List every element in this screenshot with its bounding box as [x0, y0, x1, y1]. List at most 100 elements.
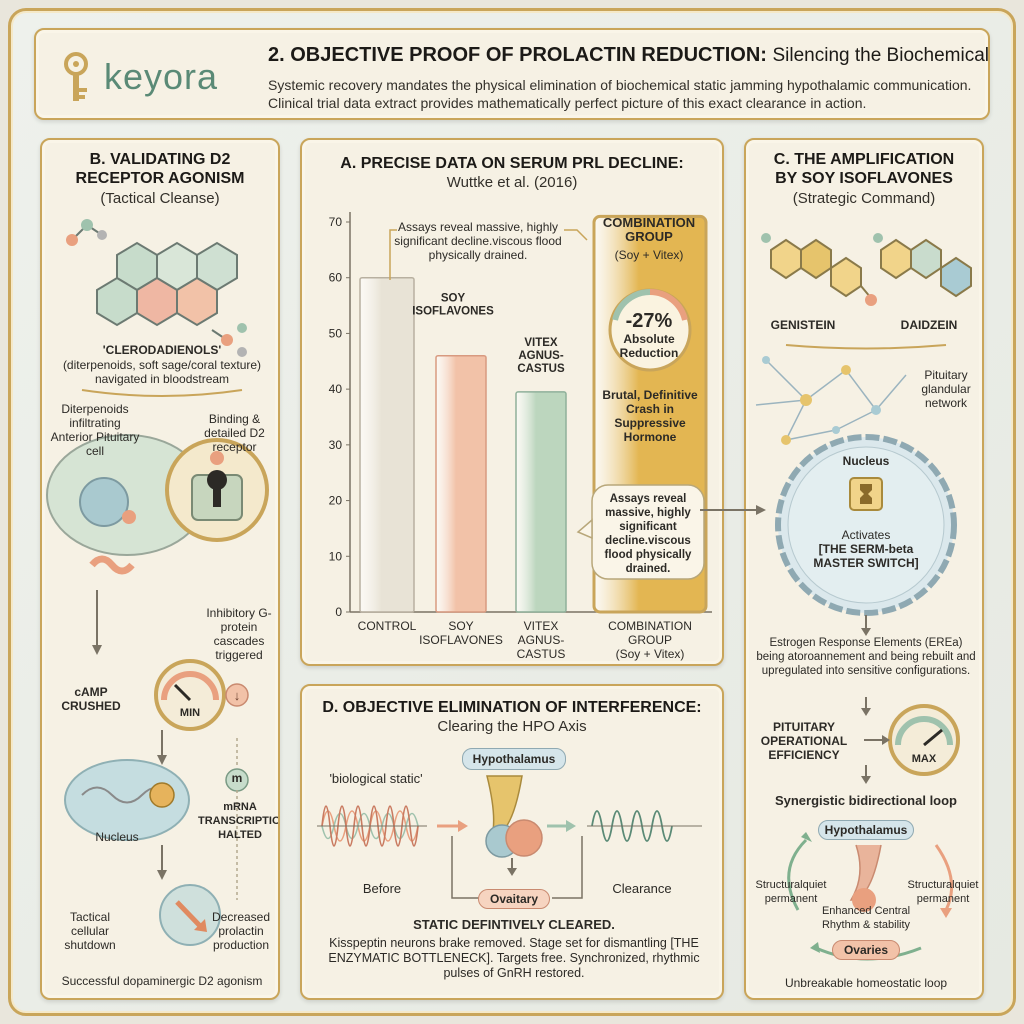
- keyhole-icon: [207, 470, 227, 490]
- diterpenoid-icon: [122, 510, 136, 524]
- page-title-main: 2. OBJECTIVE PROOF OF PROLACTIN REDUCTIO…: [268, 44, 767, 66]
- panel-c-footer: Unbreakable homeostatic loop: [784, 976, 948, 990]
- panel-c-title-1: C. THE AMPLIFICATION: [773, 151, 955, 168]
- before-label: Before: [362, 881, 402, 896]
- logo: keyora: [56, 50, 266, 104]
- static-wave-icon: [317, 805, 427, 847]
- genistein-molecule-icon: [770, 238, 872, 299]
- structural-left-label: Structuralquiet permanent: [755, 879, 827, 905]
- brace-icon: [785, 344, 947, 350]
- panel-c: C. THE AMPLIFICATION BY SOY ISOFLAVONES …: [744, 138, 984, 1000]
- loop-arrow-icon: [934, 844, 954, 911]
- y-tick-label: 10: [329, 549, 343, 563]
- panel-c-subtitle: (Strategic Command): [792, 190, 936, 207]
- gauge-arc-coral: [649, 289, 688, 321]
- pituitary-stalk-icon: [849, 844, 882, 901]
- category-label: (Soy + Vitex): [616, 647, 685, 661]
- min-label: MIN: [179, 707, 201, 719]
- nucleus-label: Nucleus: [95, 830, 139, 844]
- mrna-label: mRNA TRANSCRIPTION HALTED: [198, 801, 280, 841]
- bar-inner-label: SOY: [441, 293, 466, 305]
- m-letter: m: [231, 771, 243, 785]
- atom-icon: [221, 334, 233, 346]
- panel-a-title: A. PRECISE DATA ON SERUM PRL DECLINE:: [340, 155, 684, 172]
- bar-inner-label: CASTUS: [517, 363, 565, 375]
- nucleus-label: Nucleus: [842, 454, 890, 468]
- hpo-axis-illustration: [317, 775, 702, 899]
- ovaitary-node: Ovaitary: [478, 889, 550, 909]
- loop-title: Synergistic bidirectional loop: [774, 793, 958, 808]
- tactical-label: Tactical cellular shutdown: [64, 910, 116, 952]
- callout-bottom: Assays reveal massive, highly significan…: [604, 493, 692, 575]
- callout-top: Assays reveal massive, highly significan…: [394, 220, 562, 262]
- panel-a: A. PRECISE DATA ON SERUM PRL DECLINE: Wu…: [300, 138, 724, 666]
- atom-icon: [237, 347, 247, 357]
- hypothalamus-node: Hypothalamus: [462, 748, 566, 770]
- static-label: 'biological static': [329, 771, 423, 786]
- panel-b: B. VALIDATING D2 RECEPTOR AGONISM (Tacti…: [40, 138, 280, 1000]
- category-label: CONTROL: [358, 619, 417, 633]
- efficiency-label: PITUITARY OPERATIONAL EFFICIENCY: [760, 720, 848, 762]
- loop-hypothalamus-node: Hypothalamus: [818, 820, 914, 840]
- panel-b-title-1: B. VALIDATING D2: [89, 151, 231, 168]
- panel-b-title-2: RECEPTOR AGONISM: [75, 170, 245, 187]
- header-panel: keyora 2. OBJECTIVE PROOF OF PROLACTIN R…: [34, 28, 990, 120]
- molecule-desc-2: navigated in bloodstream: [94, 372, 230, 386]
- y-tick-label: 30: [329, 438, 343, 452]
- combo-sub: (Soy + Vitex): [614, 248, 684, 262]
- category-label: ISOFLAVONES: [419, 633, 503, 647]
- activates-label: Activates: [841, 528, 891, 542]
- panel-b-subtitle: (Tactical Cleanse): [100, 190, 220, 207]
- category-label: AGNUS-: [518, 633, 565, 647]
- serm-switch-label: [THE SERM-beta MASTER SWITCH]: [813, 542, 919, 570]
- callout-tail: [576, 518, 593, 540]
- callout-bracket: [389, 229, 397, 280]
- genistein-label: GENISTEIN: [770, 318, 836, 332]
- network-label: Pituitary glandular network: [921, 368, 971, 410]
- bar-1: [435, 354, 487, 613]
- binding-label: Binding & detailed D2 receptor: [204, 412, 265, 454]
- atom-icon: [66, 234, 78, 246]
- atom-icon: [81, 219, 93, 231]
- page-title: 2. OBJECTIVE PROOF OF PROLACTIN REDUCTIO…: [268, 44, 989, 67]
- y-tick-label: 0: [335, 605, 342, 619]
- enhanced-label: Enhanced Central Rhythm & stability: [821, 905, 911, 931]
- loop-arrow-icon: [787, 838, 808, 911]
- g-protein-icon: [89, 555, 135, 575]
- category-label: VITEX: [524, 619, 559, 633]
- reduction-gauge: [608, 288, 692, 372]
- molecule-name: 'CLERODADIENOLS': [102, 343, 222, 357]
- bar-inner-label: ISOFLAVONES: [412, 306, 494, 318]
- daidzein-label: DAIDZEIN: [900, 318, 958, 332]
- gauge-value: -27%: [625, 310, 673, 332]
- y-tick-label: 60: [329, 271, 343, 285]
- cleared-title: STATIC DEFINTIVELY CLEARED.: [413, 917, 615, 932]
- atom-icon: [97, 230, 107, 240]
- panel-c-illustration: [755, 233, 972, 961]
- panel-b-footer: Successful dopaminergic D2 agonism: [61, 974, 263, 988]
- ere-label: Estrogen Response Elements (EREa) being …: [756, 637, 976, 677]
- bar-inner-label: VITEX: [524, 337, 558, 349]
- logo-text: keyora: [104, 56, 219, 97]
- gauge-arc-green: [612, 289, 651, 321]
- atom-icon: [237, 323, 247, 333]
- y-tick-label: 20: [329, 494, 343, 508]
- key-icon: [64, 52, 88, 101]
- panel-d-title: D. OBJECTIVE ELIMINATION OF INTERFERENCE…: [322, 699, 702, 716]
- clerodadienol-molecule-icon: [71, 224, 238, 341]
- pituitary-network-icon: [755, 359, 907, 441]
- down-icon: [225, 683, 249, 707]
- brace-icon: [81, 389, 243, 397]
- camp-label: cAMP CRUSHED: [61, 685, 121, 713]
- molecule-desc-1: (diterpenoids, soft sage/coral texture): [62, 358, 262, 372]
- category-label: SOY: [448, 619, 473, 633]
- cleared-desc: Kisspeptin neurons brake removed. Stage …: [328, 936, 700, 980]
- page-subtitle: Silencing the Biochemical Noise: [772, 45, 989, 66]
- svg-text:↓: ↓: [234, 688, 241, 703]
- structural-right-label: Structuralquiet permanent: [907, 879, 979, 905]
- max-label: MAX: [911, 753, 937, 765]
- clearance-label: Clearance: [612, 881, 672, 896]
- panel-b-illustration: ↓: [46, 219, 269, 946]
- decreased-label: Decreased prolactin production: [211, 910, 271, 952]
